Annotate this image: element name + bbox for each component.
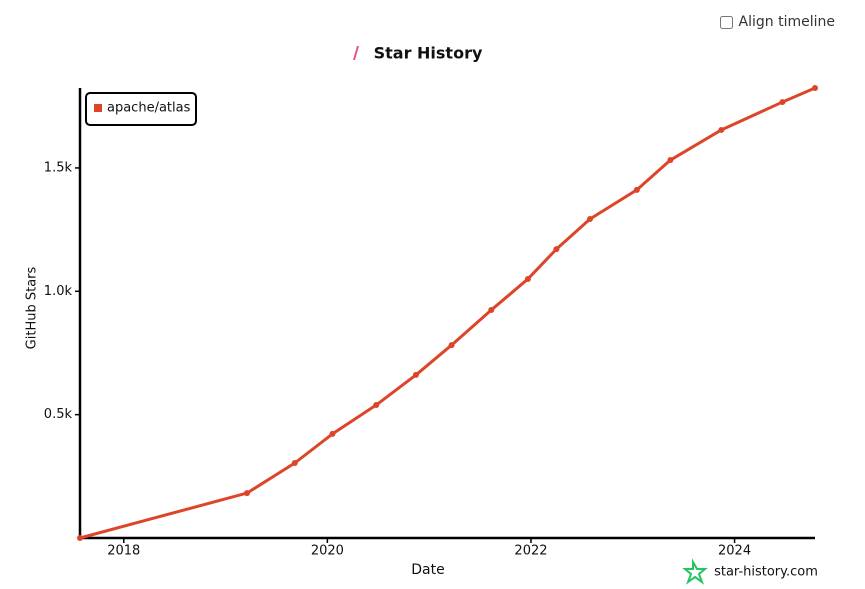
data-point (243, 490, 250, 497)
data-point (587, 216, 594, 223)
checkbox-label: Align timeline (738, 14, 835, 30)
legend-swatch (94, 104, 102, 112)
legend-box (85, 92, 197, 126)
data-point (812, 85, 818, 91)
x-tick-label: 2018 (107, 544, 140, 559)
series-line (79, 86, 816, 540)
checkbox[interactable] (719, 15, 733, 29)
data-point (373, 402, 380, 409)
x-axis-label: Date (411, 562, 444, 578)
logo (353, 46, 359, 60)
y-tick-label: 1.5k (44, 160, 73, 175)
x-tick-label: 2022 (514, 544, 547, 559)
align-timeline[interactable]: Align timeline (719, 14, 835, 30)
y-axis-label: GitHub Stars (25, 266, 40, 349)
data-point (779, 99, 786, 106)
data-point (329, 430, 336, 437)
data-point (412, 371, 419, 378)
y-tick-label: 1.0k (44, 284, 73, 299)
watermark-logo (682, 558, 708, 585)
data-point (291, 460, 298, 466)
x-tick-label: 2024 (718, 544, 751, 559)
data-point (488, 307, 495, 314)
chart-title: Star History (374, 44, 483, 63)
data-point (667, 157, 674, 164)
data-point (448, 342, 455, 349)
data-point (633, 186, 640, 193)
y-tick-label: 0.5k (44, 407, 73, 422)
data-point (524, 275, 531, 282)
x-tick-label: 2020 (311, 544, 344, 559)
watermark: star-history.com (714, 565, 818, 580)
data-point (77, 535, 83, 541)
data-point (553, 246, 560, 253)
legend-label: apache/atlas (107, 101, 191, 116)
data-point (718, 126, 725, 133)
